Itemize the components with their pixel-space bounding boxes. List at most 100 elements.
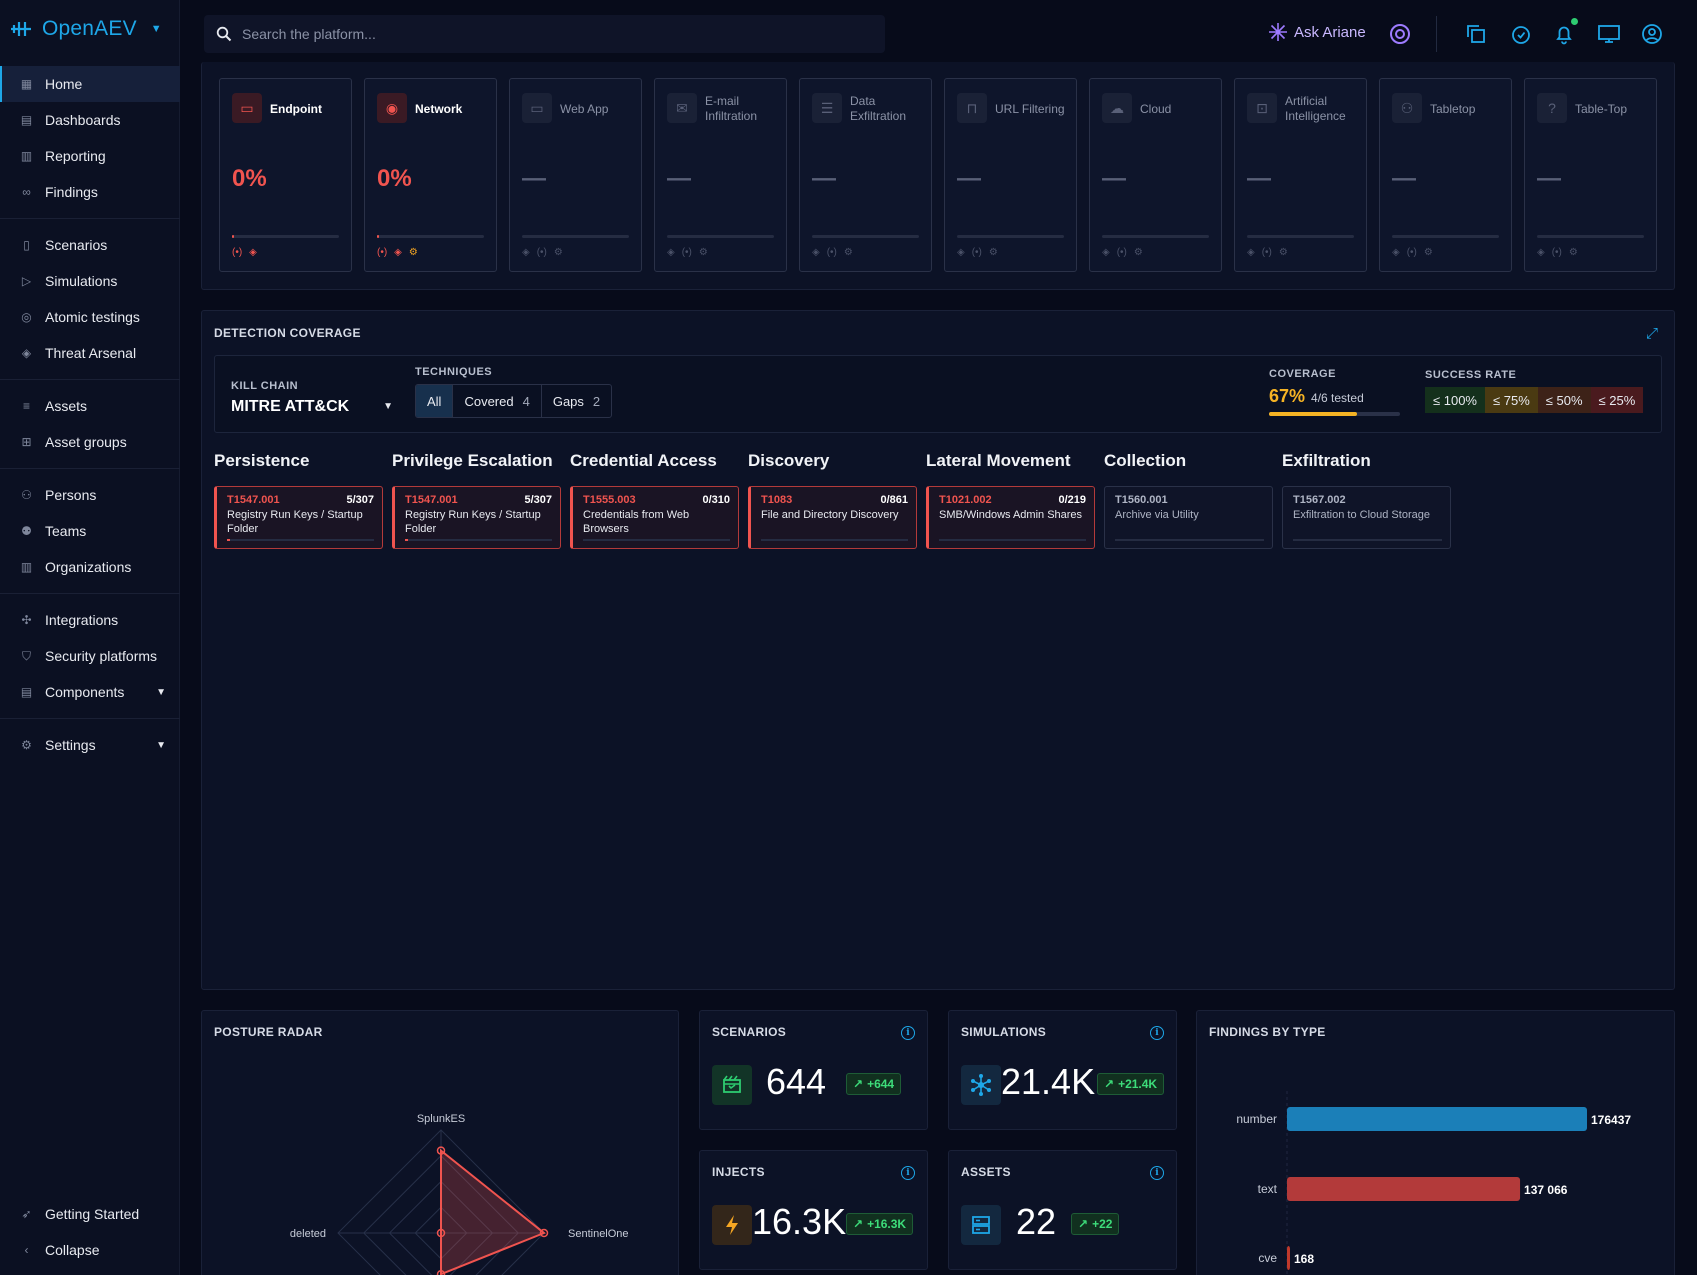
info-icon[interactable]: i: [1150, 1026, 1164, 1040]
sidebar-item-assets[interactable]: ≡ Assets: [0, 388, 180, 424]
copy-icon[interactable]: [1464, 22, 1488, 46]
domain-status-icons: ◈ (•) ⚙: [1392, 247, 1433, 258]
sidebar-item-integrations[interactable]: ✣ Integrations: [0, 602, 180, 638]
success-rate-chip[interactable]: ≤ 25%: [1590, 387, 1644, 413]
chart-category-label: cve: [1258, 1251, 1277, 1265]
alarm-icon[interactable]: [1509, 22, 1533, 46]
sidebar-item-label: Reporting: [45, 148, 106, 164]
domain-name: Cloud: [1140, 101, 1172, 116]
domain-progress-bar: [1102, 235, 1209, 238]
injects-card[interactable]: INJECTS i 16.3K ↗ +16.3K: [699, 1150, 928, 1270]
sidebar-item-home[interactable]: ▦ Home: [0, 66, 180, 102]
sidebar-item-label: Teams: [45, 523, 87, 539]
chevron-down-icon[interactable]: ▼: [150, 23, 162, 35]
sidebar-item-teams[interactable]: ⚉ Teams: [0, 513, 180, 549]
user-account-icon[interactable]: [1640, 22, 1664, 46]
injects-delta-badge: ↗ +16.3K: [846, 1213, 914, 1235]
domain-card-artificial-intelligence[interactable]: ⊡ Artificial Intelligence — ◈ (•) ⚙: [1234, 78, 1367, 272]
domain-card-tabletop[interactable]: ⚇ Tabletop — ◈ (•) ⚙: [1379, 78, 1512, 272]
domain-progress-bar: [1537, 235, 1644, 238]
coverage-detail: 4/6 tested: [1311, 391, 1364, 405]
coverage-bar: [1269, 412, 1400, 416]
sidebar-item-simulations[interactable]: ▷ Simulations: [0, 263, 180, 299]
chart-bar-cve[interactable]: [1287, 1246, 1290, 1270]
domain-cards: ▭ Endpoint 0% (•) ◈ ◉ Network 0% (•) ◈ ⚙ ▭ Web App — ◈…: [202, 0, 1674, 272]
filter-gaps[interactable]: Gaps 2: [542, 385, 611, 417]
sidebar-item-security-platforms[interactable]: ⛉ Security platforms: [0, 638, 180, 674]
technique-card[interactable]: T1567.002 Exfiltration to Cloud Storage: [1282, 486, 1451, 549]
technique-card[interactable]: T1083 0/861 File and Directory Discovery: [748, 486, 917, 549]
success-rate-chip[interactable]: ≤ 100%: [1425, 387, 1485, 413]
chart-bar-number[interactable]: [1287, 1107, 1587, 1131]
ai-assistant-icon[interactable]: [1388, 22, 1412, 46]
filter-covered[interactable]: Covered 4: [453, 385, 542, 417]
domain-card-web-app[interactable]: ▭ Web App — ◈ (•) ⚙: [509, 78, 642, 272]
sidebar-item-threat-arsenal[interactable]: ◈ Threat Arsenal: [0, 335, 180, 371]
sidebar-item-dashboards[interactable]: ▤ Dashboards: [0, 102, 180, 138]
technique-id: T1021.002: [939, 494, 992, 506]
success-rate-chip[interactable]: ≤ 50%: [1537, 387, 1591, 413]
sidebar-item-atomic-testings[interactable]: ◎ Atomic testings: [0, 299, 180, 335]
technique-id: T1555.003: [583, 494, 636, 506]
sidebar-item-scenarios[interactable]: ▯ Scenarios: [0, 227, 180, 263]
window-icon: ▭: [522, 93, 552, 123]
sidebar-item-components[interactable]: ▤ Components ▼: [0, 674, 180, 710]
technique-card[interactable]: T1021.002 0/219 SMB/Windows Admin Shares: [926, 486, 1095, 549]
simulations-title: SIMULATIONS: [961, 1025, 1047, 1039]
sidebar-item-organizations[interactable]: ▥ Organizations: [0, 549, 180, 585]
success-rate-chip[interactable]: ≤ 75%: [1485, 387, 1538, 413]
radar-series-area: [440, 1148, 546, 1275]
injects-title: INJECTS: [712, 1165, 765, 1179]
ask-ariane-button[interactable]: Ask Ariane: [1268, 22, 1366, 42]
scenarios-card[interactable]: SCENARIOS i 644 ↗ +644: [699, 1010, 928, 1130]
technique-card[interactable]: T1555.003 0/310 Credentials from Web Brows…: [570, 486, 739, 549]
detection-filter-bar: KILL CHAIN MITRE ATT&CK ▼ TECHNIQUES All…: [214, 355, 1662, 433]
technique-card[interactable]: T1547.001 5/307 Registry Run Keys / Startu…: [392, 486, 561, 549]
simulations-card[interactable]: SIMULATIONS i 21.4K ↗ +21.4K: [948, 1010, 1177, 1130]
info-icon[interactable]: i: [901, 1026, 915, 1040]
domain-name: Data Exfiltration: [850, 94, 907, 123]
target-icon: ◎: [21, 309, 32, 324]
domain-card-endpoint[interactable]: ▭ Endpoint 0% (•) ◈: [219, 78, 352, 272]
chart-bar-text[interactable]: [1287, 1177, 1521, 1201]
assets-card[interactable]: ASSETS i 22 ↗ +22: [948, 1150, 1177, 1270]
movie-icon: ▯: [23, 237, 30, 252]
sidebar-item-settings[interactable]: ⚙ Settings ▼: [0, 727, 180, 763]
sidebar-item-findings[interactable]: ∞ Findings: [0, 174, 180, 210]
info-icon[interactable]: i: [901, 1166, 915, 1180]
expand-icon[interactable]: ⤢: [1645, 325, 1658, 342]
domain-card-data-exfiltration[interactable]: ☰ Data Exfiltration — ◈ (•) ⚙: [799, 78, 932, 272]
search-input[interactable]: [242, 26, 842, 42]
domain-card-table-top[interactable]: ? Table-Top — ◈ (•) ⚙: [1524, 78, 1657, 272]
report-icon: ▥: [20, 148, 33, 163]
info-icon[interactable]: i: [1150, 1166, 1164, 1180]
sidebar-item-asset-groups[interactable]: ⊞ Asset groups: [0, 424, 180, 460]
radar-point: [436, 1228, 446, 1238]
search-bar[interactable]: [204, 15, 885, 53]
bell-icon[interactable]: [1552, 18, 1578, 46]
sidebar-item-reporting[interactable]: ▥ Reporting: [0, 138, 180, 174]
technique-card[interactable]: T1547.001 5/307 Registry Run Keys / Startu…: [214, 486, 383, 549]
sidebar-item-label: Integrations: [45, 612, 119, 628]
assets-delta: +22: [1092, 1217, 1113, 1231]
sidebar-nav: ▦ Home ▤ Dashboards ▥ Reporting ∞ Findings ▯ Scen…: [0, 66, 180, 763]
screen-share-icon[interactable]: [1597, 22, 1621, 46]
sidebar-divider: [0, 593, 180, 594]
filter-all[interactable]: All: [416, 385, 454, 417]
technique-card[interactable]: T1560.001 Archive via Utility: [1104, 486, 1273, 549]
sidebar-item-getting-started[interactable]: ➶ Getting Started: [0, 1196, 180, 1232]
app-logo[interactable]: OpenAEV ▼: [8, 14, 162, 44]
domain-card-url-filtering[interactable]: ⊓ URL Filtering — ◈ (•) ⚙: [944, 78, 1077, 272]
coverage-bar-fill: [1269, 412, 1357, 416]
sparkle-icon: [1269, 23, 1287, 41]
sidebar-item-persons[interactable]: ⚇ Persons: [0, 477, 180, 513]
injects-value: 16.3K: [752, 1201, 847, 1242]
domain-card-network[interactable]: ◉ Network 0% (•) ◈ ⚙: [364, 78, 497, 272]
domain-score: —: [957, 165, 981, 192]
domain-card-e-mail-infiltration[interactable]: ✉ E-mail Infiltration — ◈ (•) ⚙: [654, 78, 787, 272]
sidebar-item-collapse[interactable]: ‹ Collapse: [0, 1232, 180, 1268]
technique-id: T1560.001: [1115, 494, 1168, 506]
list-icon: ☰: [812, 93, 842, 123]
domain-card-cloud[interactable]: ☁ Cloud — ◈ (•) ⚙: [1089, 78, 1222, 272]
kill-chain-select[interactable]: MITRE ATT&CK ▼: [231, 398, 397, 422]
